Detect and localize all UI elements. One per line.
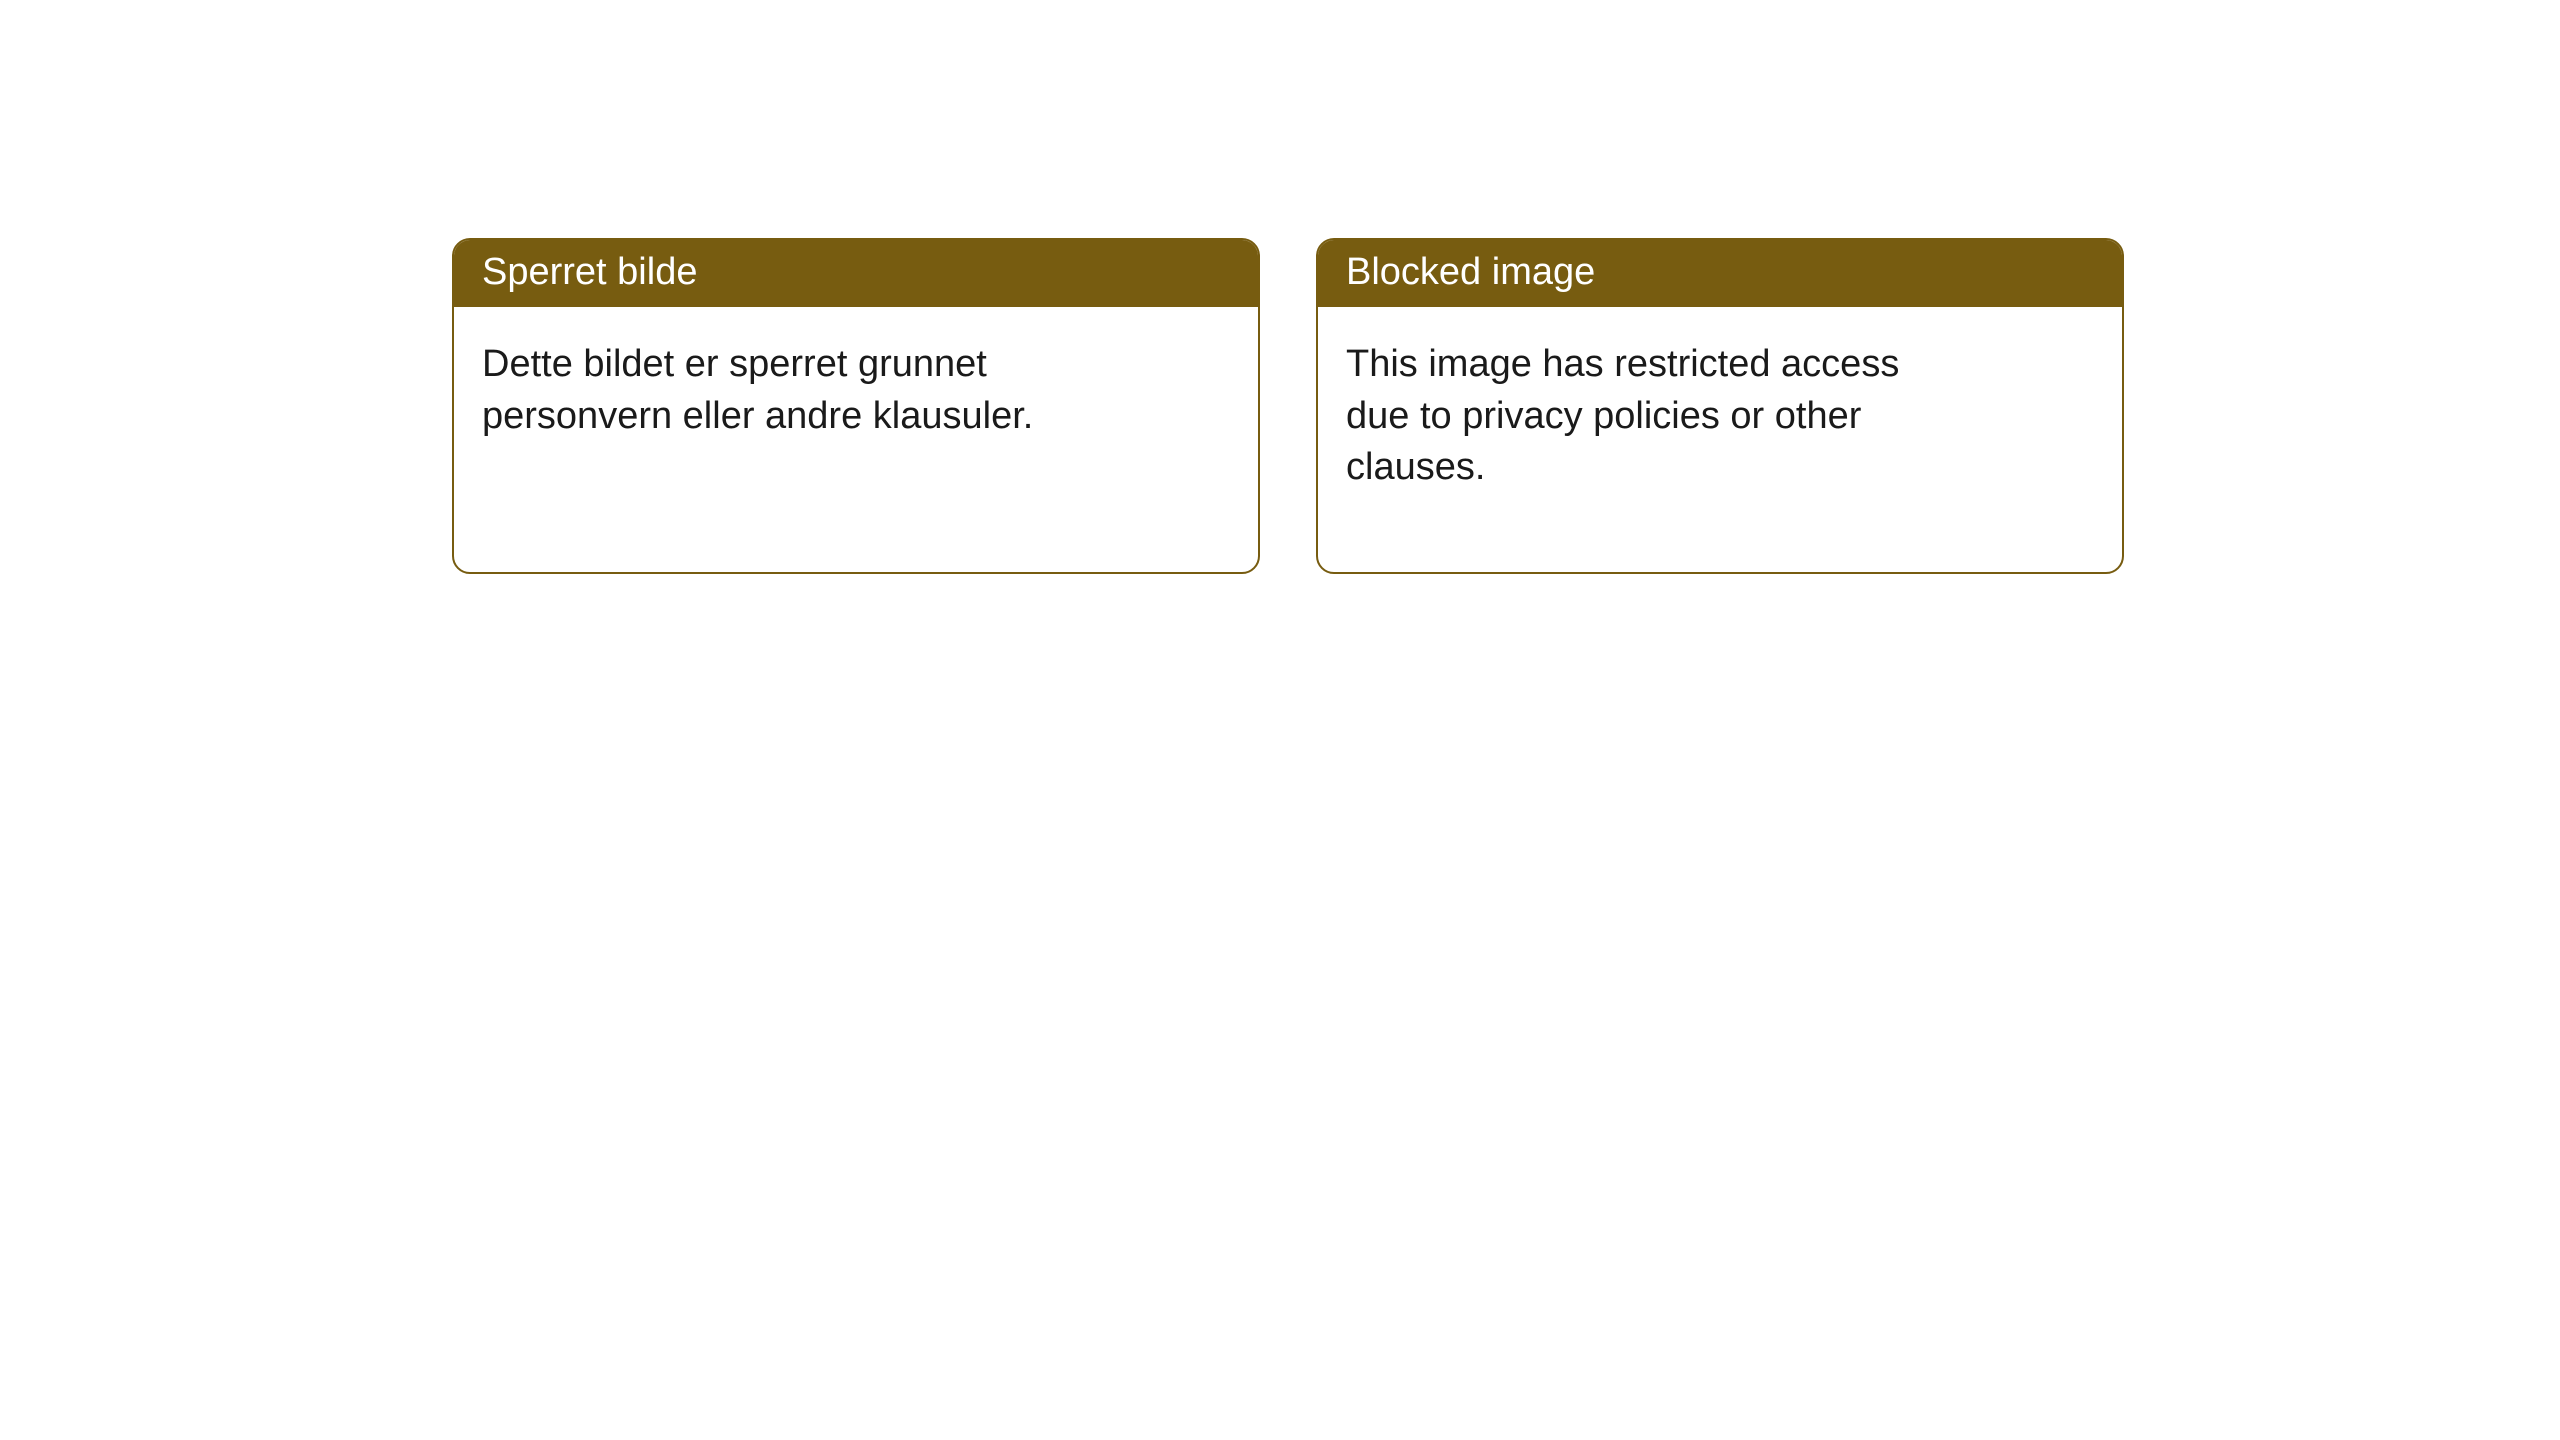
notice-card-english: Blocked image This image has restricted … (1316, 238, 2124, 574)
notice-title: Sperret bilde (454, 240, 1258, 307)
notice-body: This image has restricted access due to … (1318, 307, 1998, 521)
notice-card-norwegian: Sperret bilde Dette bildet er sperret gr… (452, 238, 1260, 574)
notice-body: Dette bildet er sperret grunnet personve… (454, 307, 1134, 470)
notice-container: Sperret bilde Dette bildet er sperret gr… (0, 0, 2560, 574)
notice-title: Blocked image (1318, 240, 2122, 307)
